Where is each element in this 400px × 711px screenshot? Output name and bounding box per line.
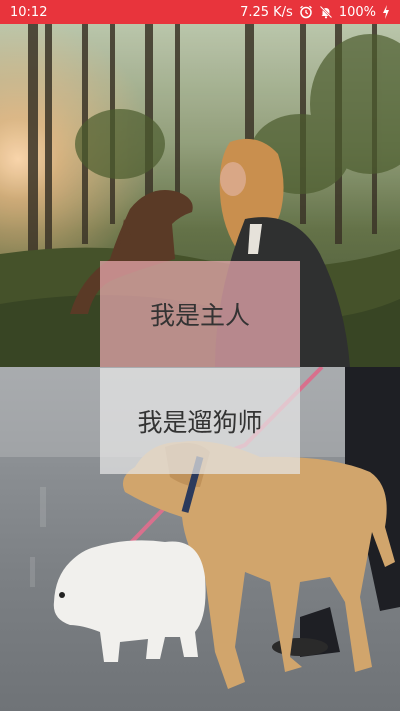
battery-charging-icon [382,5,390,19]
notifications-off-icon [319,5,333,19]
status-indicators: 7.25 K/s 100% [240,5,390,20]
walker-role-label: 我是遛狗师 [137,408,263,437]
status-time: 10:12 [10,4,48,20]
battery-level: 100% [338,4,376,20]
walker-role-button[interactable]: 我是遛狗师 [100,368,300,474]
owner-role-button[interactable]: 我是主人 [100,261,300,367]
alarm-icon [299,5,313,19]
owner-role-label: 我是主人 [149,301,250,330]
status-bar: 10:12 7.25 K/s 100% [0,0,400,24]
network-speed: 7.25 K/s [240,4,293,20]
